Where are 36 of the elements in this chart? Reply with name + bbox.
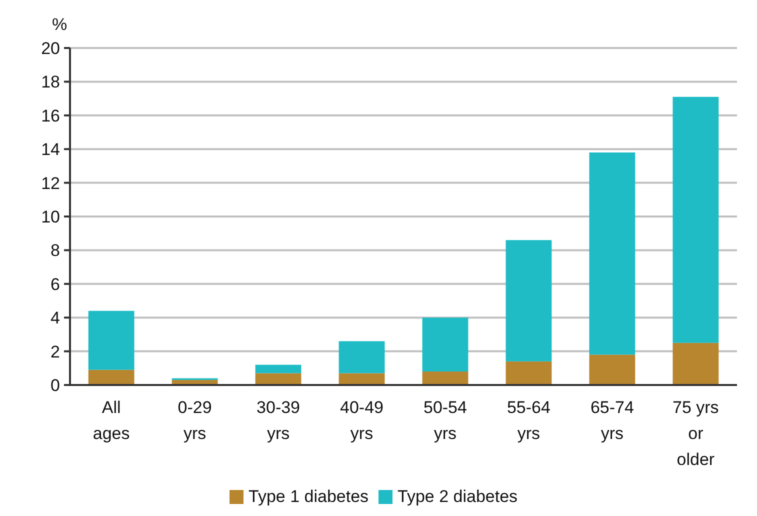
y-tick-label: 20 (41, 38, 60, 58)
y-tick-label: 8 (50, 241, 60, 260)
y-tick-label: 0 (50, 376, 60, 395)
x-tick-label: 55-64 yrs (506, 398, 550, 443)
x-tick-label: All ages (92, 398, 130, 443)
bar (672, 96, 719, 343)
y-tick-label: 16 (41, 106, 60, 126)
bar (506, 240, 552, 362)
y-tick-label: 14 (41, 140, 60, 160)
x-tick-label: 65-74 yrs (590, 398, 634, 443)
bar (88, 370, 134, 385)
y-tick-label: 2 (50, 342, 60, 362)
bar (88, 310, 134, 370)
x-tick-label: 75 yrs or older (672, 398, 719, 469)
bar (422, 318, 468, 372)
x-tick-label: 50-54 yrs (423, 398, 467, 443)
legend-label: Type 2 diabetes (398, 487, 518, 506)
bar (672, 342, 719, 385)
y-tick-label: 10 (41, 207, 60, 226)
x-tick-label: 0-29 yrs (178, 398, 212, 443)
x-tick-label: 40-49 yrs (340, 398, 384, 443)
legend-label: Type 1 diabetes (248, 487, 369, 506)
y-tick-label: 12 (41, 174, 60, 193)
y-tick-label: 6 (50, 274, 60, 294)
bar (589, 152, 636, 355)
bar (338, 373, 385, 385)
bar (422, 372, 468, 385)
x-tick-label: 30-39 yrs (256, 398, 300, 443)
bar (589, 354, 636, 385)
y-tick-label: 18 (41, 72, 60, 92)
bar (255, 364, 302, 374)
y-axis-title: % (52, 15, 68, 34)
bar (338, 341, 385, 374)
bar (255, 373, 302, 385)
y-tick-label: 4 (50, 308, 60, 328)
bar (506, 361, 552, 385)
